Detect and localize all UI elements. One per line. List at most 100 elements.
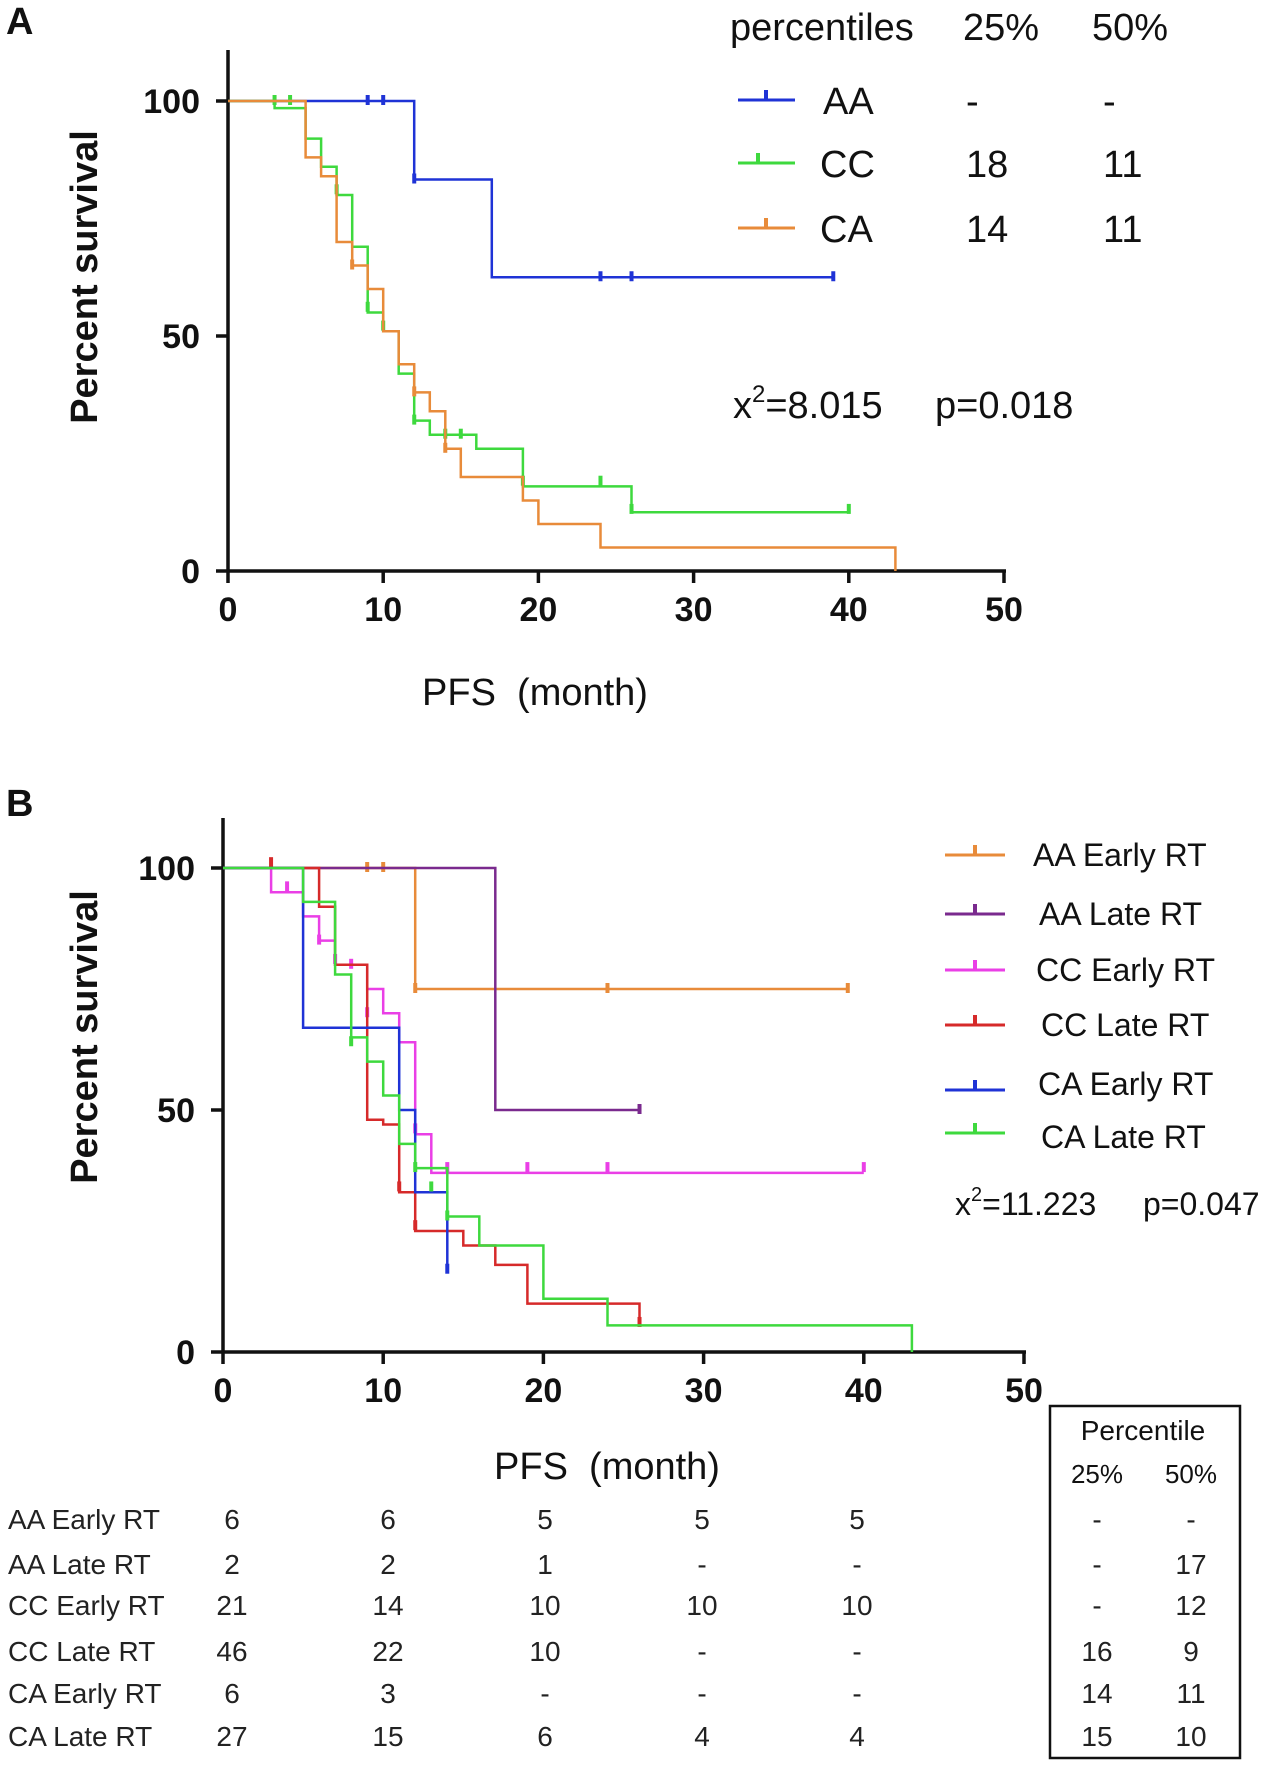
risk-count: 21 — [216, 1590, 247, 1621]
legend-ca-late: CA Late RT — [945, 1119, 1206, 1155]
panel-b-axes: 0 10 20 30 40 50 0 50 100 — [138, 818, 1043, 1410]
x-tick-label: 0 — [219, 591, 238, 629]
legend-p50-ca: 11 — [1103, 209, 1142, 251]
legend-p25-ca: 14 — [966, 209, 1008, 251]
percentile-50-value: 17 — [1175, 1549, 1206, 1580]
risk-count: 6 — [380, 1504, 396, 1535]
legend-p50-cc: 11 — [1103, 144, 1142, 186]
x-tick-label: 20 — [519, 591, 557, 629]
percentile-25-value: 16 — [1081, 1636, 1112, 1667]
panel-a-percentiles-50-header: 50% — [1092, 7, 1168, 49]
percentile-50-value: 11 — [1176, 1678, 1205, 1709]
x-tick-label: 50 — [1005, 1372, 1043, 1410]
percentile-25-value: - — [1092, 1549, 1101, 1580]
series-ca — [228, 99, 897, 571]
series-aa — [228, 95, 836, 282]
legend-p25-aa: - — [966, 81, 979, 123]
panel-a-axes: 0 10 20 30 40 50 0 50 100 — [143, 50, 1023, 629]
x-tick-label: 40 — [830, 591, 868, 629]
x-tick-label: 10 — [364, 591, 402, 629]
survival-curve-cc-late-rt — [223, 866, 641, 1323]
series-aa-early-rt — [223, 862, 850, 993]
legend-label-cc: CC — [820, 144, 875, 186]
panel-b-ylabel: Percent survival — [64, 890, 106, 1184]
panel-a-statistic: x2=8.015 p=0.018 — [733, 381, 1073, 427]
risk-count: - — [697, 1549, 706, 1580]
y-tick-label: 0 — [176, 1334, 195, 1372]
panel-a-legend: AA - - CC 18 11 CA 14 11 — [738, 81, 1142, 251]
risk-count: 4 — [694, 1721, 710, 1752]
risk-count: 5 — [849, 1504, 865, 1535]
percentile-25-value: 14 — [1081, 1678, 1112, 1709]
panel-a: A Percent survival PFS (month) 0 10 20 30 40… — [6, 1, 1168, 714]
panel-a-xlabel: PFS (month) — [422, 672, 648, 714]
legend-label-aa-early: AA Early RT — [1033, 837, 1207, 873]
risk-count: 10 — [841, 1590, 872, 1621]
series-cc-early-rt — [223, 866, 866, 1175]
survival-curve-aa — [228, 99, 834, 279]
risk-row-cc-late-rt: CC Late RT 46 22 10 - - 16 9 — [8, 1636, 1199, 1667]
risk-row-aa-late-rt: AA Late RT 2 2 1 - - - 17 — [8, 1549, 1207, 1580]
risk-count: 4 — [849, 1721, 865, 1752]
risk-count: 10 — [529, 1590, 560, 1621]
y-tick-label: 50 — [162, 318, 200, 356]
percentile-50-value: 10 — [1175, 1721, 1206, 1752]
percentile-box-col50: 50% — [1165, 1459, 1217, 1489]
risk-row-label: CA Early RT — [8, 1678, 162, 1709]
y-tick-label: 100 — [143, 83, 200, 121]
risk-count: 6 — [537, 1721, 553, 1752]
percentile-50-value: 12 — [1175, 1590, 1206, 1621]
risk-count: - — [697, 1678, 706, 1709]
risk-count: 6 — [224, 1504, 240, 1535]
legend-p50-aa: - — [1103, 81, 1116, 123]
panel-b-statistic: x2=11.223 p=0.047 — [955, 1184, 1260, 1222]
legend-label-cc-late: CC Late RT — [1041, 1007, 1209, 1043]
series-ca-late-rt — [223, 866, 914, 1352]
risk-count: 15 — [372, 1721, 403, 1752]
risk-row-ca-early-rt: CA Early RT 6 3 - - - 14 11 — [8, 1678, 1206, 1709]
percentile-25-value: - — [1092, 1504, 1101, 1535]
percentile-box-border — [1048, 1404, 1242, 1760]
risk-count: 22 — [372, 1636, 403, 1667]
panel-a-legend-aa: AA - - — [738, 81, 1116, 123]
panel-a-legend-ca: CA 14 11 — [738, 209, 1142, 251]
legend-aa-late: AA Late RT — [945, 896, 1202, 932]
series-aa-late-rt — [223, 866, 642, 1114]
risk-row-label: AA Late RT — [8, 1549, 151, 1580]
legend-label-ca-late: CA Late RT — [1041, 1119, 1206, 1155]
risk-count: - — [852, 1636, 861, 1667]
risk-count: 1 — [537, 1549, 553, 1580]
risk-row-aa-early-rt: AA Early RT 6 6 5 5 5 - - — [8, 1504, 1196, 1535]
panel-a-ylabel: Percent survival — [64, 130, 106, 424]
legend-cc-early: CC Early RT — [945, 952, 1215, 988]
risk-row-label: CA Late RT — [8, 1721, 152, 1752]
legend-label-aa: AA — [823, 81, 874, 123]
risk-count: 2 — [224, 1549, 240, 1580]
x-tick-label: 30 — [675, 591, 713, 629]
panel-a-legend-cc: CC 18 11 — [738, 144, 1142, 186]
percentile-50-value: - — [1186, 1504, 1195, 1535]
x-tick-label: 20 — [524, 1372, 562, 1410]
x-tick-label: 40 — [845, 1372, 883, 1410]
y-tick-label: 0 — [181, 553, 200, 591]
x-tick-label: 50 — [985, 591, 1023, 629]
x-tick-label: 0 — [214, 1372, 233, 1410]
panel-b-series — [223, 857, 914, 1352]
panel-b-legend: AA Early RT AA Late RT CC Early RT CC La… — [945, 837, 1215, 1155]
x-tick-label: 30 — [685, 1372, 723, 1410]
legend-p25-cc: 18 — [966, 144, 1008, 186]
risk-count: 10 — [686, 1590, 717, 1621]
risk-row-label: CC Late RT — [8, 1636, 155, 1667]
percentile-box-col25: 25% — [1071, 1459, 1123, 1489]
survival-curve-cc-early-rt — [223, 866, 864, 1175]
panel-a-percentiles-25-header: 25% — [963, 7, 1039, 49]
y-tick-label: 100 — [138, 850, 195, 888]
risk-count: 10 — [529, 1636, 560, 1667]
risk-count: 5 — [537, 1504, 553, 1535]
survival-curve-ca-late-rt — [223, 866, 914, 1352]
percentile-25-value: 15 — [1081, 1721, 1112, 1752]
percentile-box-title: Percentile — [1081, 1415, 1206, 1446]
risk-count: - — [852, 1678, 861, 1709]
